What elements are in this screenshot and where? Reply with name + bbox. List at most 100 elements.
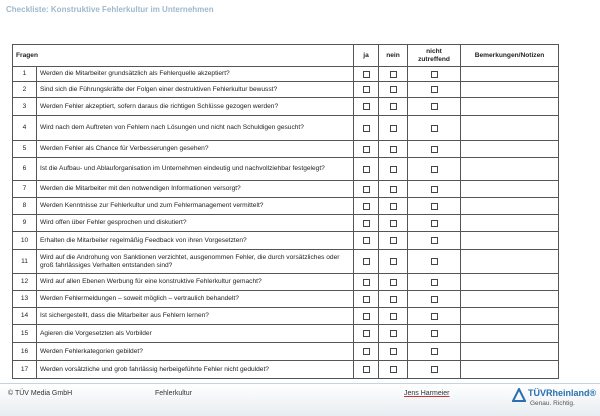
table-row: 13 Werden Fehlermeldungen – soweit möglic… [13, 291, 559, 308]
table-row: 15 Agieren die Vorgesetzten als Vorbilder [13, 325, 559, 343]
checkbox-cell [354, 215, 379, 232]
table-row: 11 Wird auf die Androhung von Sanktionen … [13, 250, 559, 274]
author: Jens Harmeier [404, 390, 450, 397]
checkbox [430, 237, 438, 244]
checkbox-cell [408, 141, 461, 158]
checkbox-cell [379, 181, 408, 198]
checkbox-cell [379, 308, 408, 325]
checkbox-cell [354, 250, 379, 274]
notes-cell [461, 141, 559, 158]
checkbox-cell [408, 274, 461, 291]
row-number: 16 [13, 343, 37, 361]
question: Werden vorsätzliche und grob fahrlässig … [37, 361, 354, 379]
row-number: 3 [13, 98, 37, 116]
brand: TÜVRheinland® [528, 388, 597, 398]
header-cell: Fragen [13, 45, 354, 67]
checkbox-cell [379, 198, 408, 215]
checkbox [389, 330, 397, 337]
checkbox-cell [379, 67, 408, 82]
checkbox-cell [379, 343, 408, 361]
checkbox-cell [408, 361, 461, 379]
checkbox [389, 202, 397, 210]
question: Werden Fehler akzeptiert, sofern daraus … [37, 98, 354, 116]
checkbox [362, 278, 370, 286]
logo-icon [512, 388, 526, 402]
checkbox [389, 312, 397, 320]
checkbox-cell [408, 232, 461, 250]
checkbox-cell [379, 116, 408, 141]
question: Ist sichergestellt, dass die Mitarbeiter… [37, 308, 354, 325]
table-row: 10 Erhalten die Mitarbeiter regelmäßig Fe… [13, 232, 559, 250]
checkbox [362, 237, 370, 244]
row-number: 2 [13, 82, 37, 98]
row-number: 10 [13, 232, 37, 250]
checkbox-cell [354, 158, 379, 181]
checkbox-cell [354, 116, 379, 141]
checkbox [389, 86, 397, 93]
checkbox-cell [408, 198, 461, 215]
table-row: 7 Werden die Mitarbeiter mit den notwendi… [13, 181, 559, 198]
notes-cell [461, 181, 559, 198]
row-number: 17 [13, 361, 37, 379]
checkbox [389, 70, 397, 78]
checkbox [389, 145, 397, 153]
footer: © TÜV Media GmbH Fehlerkultur Jens Harme… [0, 383, 600, 416]
checkbox-cell [408, 116, 461, 141]
notes-cell [461, 98, 559, 116]
table-row: 8 Werden Kenntnisse zur Fehlerkultur und … [13, 198, 559, 215]
checkbox-cell [408, 250, 461, 274]
checkbox-cell [408, 215, 461, 232]
checkbox-cell [354, 141, 379, 158]
checkbox-cell [408, 82, 461, 98]
checkbox-cell [354, 98, 379, 116]
checkbox-cell [408, 67, 461, 82]
notes-cell [461, 250, 559, 274]
checkbox [362, 86, 370, 93]
checkbox-cell [354, 325, 379, 343]
checkbox-cell [408, 325, 461, 343]
checkbox [430, 145, 438, 153]
checkbox [389, 348, 397, 355]
question: Ist die Aufbau- und Ablauforganisation i… [37, 158, 354, 181]
notes-cell [461, 274, 559, 291]
checkbox-cell [379, 361, 408, 379]
checkbox-cell [408, 308, 461, 325]
notes-cell [461, 361, 559, 379]
checkbox-cell [408, 181, 461, 198]
checkbox [430, 295, 438, 303]
question: Werden die Mitarbeiter mit den notwendig… [37, 181, 354, 198]
question: Werden Fehlermeldungen – soweit möglich … [37, 291, 354, 308]
row-number: 11 [13, 250, 37, 274]
checkbox [430, 165, 438, 173]
checkbox [389, 366, 397, 373]
checkbox [389, 278, 397, 286]
checkbox [362, 202, 370, 210]
table-row: 2 Sind sich die Führungskräfte der Folgen… [13, 82, 559, 98]
notes-cell [461, 308, 559, 325]
checkbox-cell [354, 232, 379, 250]
table-row: 4 Wird nach dem Auftreten von Fehlern nac… [13, 116, 559, 141]
table-row: 16 Werden Fehlerkategorien gebildet? [13, 343, 559, 361]
checkbox [389, 185, 397, 193]
notes-cell [461, 158, 559, 181]
checkbox-cell [354, 181, 379, 198]
checkbox [430, 278, 438, 286]
checkbox [362, 312, 370, 320]
title: Checkliste: Konstruktive Fehlerkultur im… [6, 5, 214, 14]
checkbox-cell [354, 82, 379, 98]
table-row: 12 Wird auf allen Ebenen Werbung für eine… [13, 274, 559, 291]
question: Wird auf die Androhung von Sanktionen ve… [37, 250, 354, 274]
checkbox [362, 295, 370, 303]
question: Wird auf allen Ebenen Werbung für eine k… [37, 274, 354, 291]
checkbox [362, 103, 370, 110]
checkbox [430, 312, 438, 320]
checkbox [389, 295, 397, 303]
checkbox [430, 124, 438, 132]
notes-cell [461, 67, 559, 82]
checkbox-cell [354, 67, 379, 82]
checkbox [430, 185, 438, 193]
checkbox-cell [379, 232, 408, 250]
question: Wird offen über Fehler gesprochen und di… [37, 215, 354, 232]
checkbox [430, 103, 438, 110]
checkbox-cell [354, 343, 379, 361]
